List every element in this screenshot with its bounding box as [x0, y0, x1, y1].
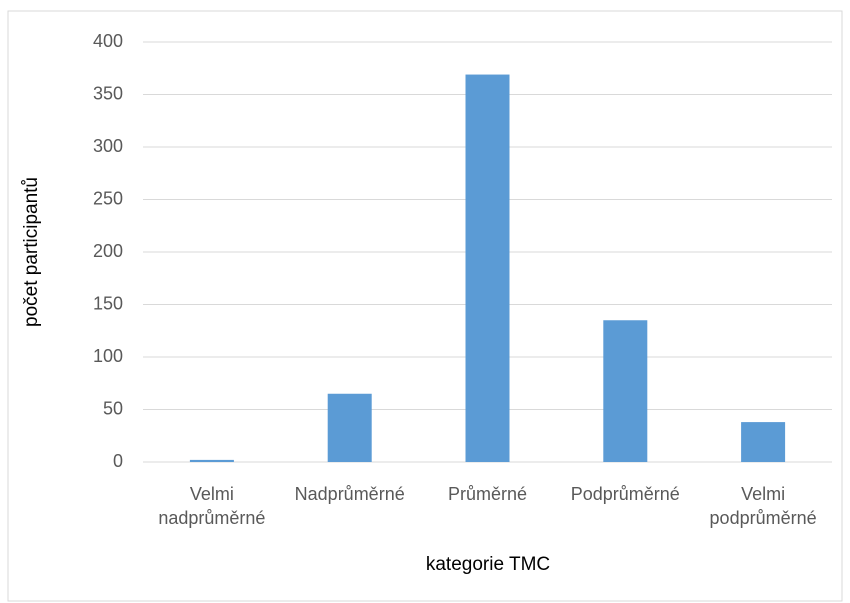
- y-tick-label: 350: [93, 83, 123, 103]
- x-tick-label: Velmi podprůměrné: [709, 484, 817, 528]
- y-tick-label: 300: [93, 136, 123, 156]
- x-tick-label: Velmi nadprůměrné: [158, 484, 266, 528]
- y-tick-label: 0: [113, 451, 123, 471]
- bar: [465, 74, 510, 463]
- y-tick-label: 400: [93, 31, 123, 51]
- bar: [603, 320, 648, 462]
- x-tick-label: Nadprůměrné: [294, 484, 405, 504]
- bar: [327, 393, 372, 462]
- y-tick-label: 150: [93, 293, 123, 313]
- bar: [189, 459, 234, 462]
- chart-border: [7, 10, 843, 602]
- y-tick-label: 250: [93, 188, 123, 208]
- y-tick-label: 100: [93, 346, 123, 366]
- x-tick-label: Podprůměrné: [570, 484, 680, 504]
- bar: [741, 422, 786, 462]
- y-tick-label: 200: [93, 241, 123, 261]
- x-axis-title: kategorie TMC: [426, 554, 550, 575]
- y-tick-label: 50: [103, 398, 123, 418]
- x-tick-label: Průměrné: [447, 484, 527, 504]
- y-axis-title: počet participantů: [21, 177, 42, 327]
